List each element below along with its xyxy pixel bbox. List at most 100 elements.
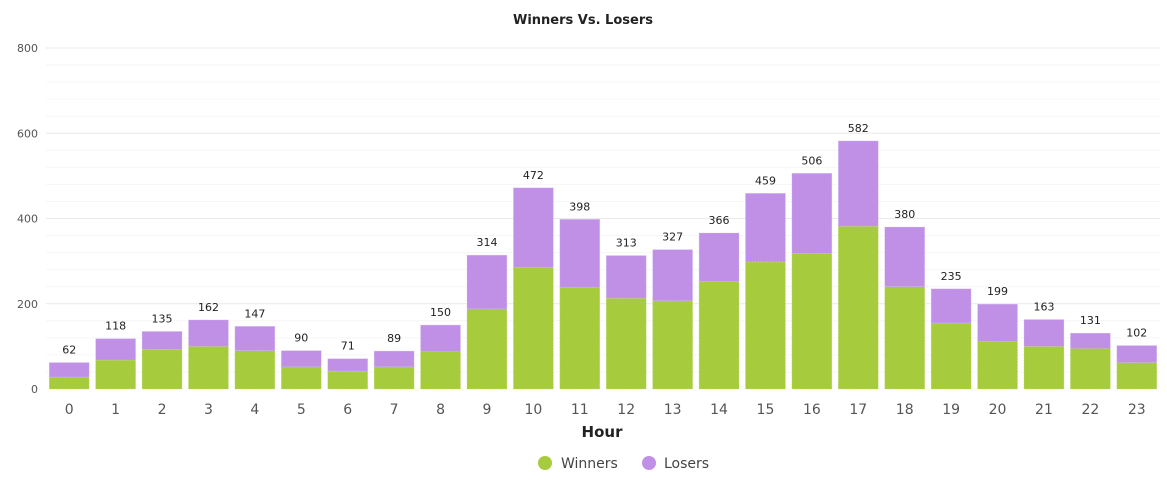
data-label-total-10: 472: [523, 169, 544, 182]
x-tick-label: 13: [664, 402, 682, 418]
x-tick-label: 23: [1128, 402, 1146, 418]
bar-losers-18: [884, 226, 925, 287]
x-tick-label: 19: [942, 402, 960, 418]
bar-losers-1: [95, 338, 136, 361]
data-label-total-20: 199: [987, 285, 1008, 298]
bar-winners-8: [420, 351, 461, 390]
bar-winners-22: [1070, 348, 1111, 390]
x-tick-label: 0: [65, 402, 74, 418]
data-label-total-0: 62: [62, 344, 76, 357]
data-label-total-19: 235: [941, 270, 962, 283]
y-tick-label: 400: [17, 213, 38, 226]
bar-losers-6: [327, 358, 368, 372]
bar-winners-5: [281, 366, 322, 390]
x-tick-label: 14: [710, 402, 728, 418]
y-tick-label: 800: [17, 42, 38, 55]
x-tick-label: 21: [1035, 402, 1053, 418]
data-label-total-18: 380: [894, 208, 915, 221]
data-label-total-15: 459: [755, 174, 776, 187]
bars-group: [48, 140, 1158, 390]
bar-losers-7: [373, 350, 415, 368]
x-tick-label: 6: [343, 402, 352, 418]
x-tick-label: 3: [204, 402, 213, 418]
bar-winners-3: [188, 346, 229, 390]
legend-swatch-losers: [642, 456, 656, 470]
bar-losers-22: [1070, 332, 1111, 349]
x-axis: 0 1 2 3 4 5 6 7 8 9 10 11 12 13 14 15 16 17 18 19 20 21 22 23: [65, 402, 1146, 418]
x-tick-label: 17: [849, 402, 867, 418]
x-tick-label: 1: [111, 402, 120, 418]
data-label-total-6: 71: [341, 340, 355, 353]
y-tick-label: 0: [31, 383, 38, 396]
x-tick-label: 2: [158, 402, 167, 418]
bar-losers-3: [188, 319, 229, 347]
bar-losers-19: [930, 288, 972, 324]
y-tick-label: 600: [17, 127, 38, 140]
x-tick-label: 12: [617, 402, 635, 418]
bar-winners-13: [652, 300, 693, 390]
data-label-total-22: 131: [1080, 314, 1101, 327]
bar-winners-20: [977, 340, 1018, 390]
bar-winners-11: [559, 287, 601, 390]
x-tick-label: 9: [482, 402, 491, 418]
bar-winners-1: [95, 359, 136, 390]
bar-losers-4: [234, 326, 276, 351]
data-label-total-13: 327: [662, 231, 683, 244]
data-label-total-9: 314: [476, 236, 497, 249]
bar-winners-23: [1116, 362, 1158, 390]
bar-winners-6: [327, 370, 368, 390]
x-tick-label: 20: [989, 402, 1007, 418]
bar-winners-18: [884, 286, 925, 390]
legend-item-losers[interactable]: Losers: [642, 456, 709, 472]
bar-winners-9: [466, 308, 508, 390]
data-label-total-8: 150: [430, 306, 451, 319]
data-label-total-16: 506: [801, 154, 822, 167]
bar-winners-2: [141, 349, 183, 390]
data-label-total-1: 118: [105, 320, 126, 333]
y-axis: 0 200 400 600 800: [17, 42, 38, 396]
data-label-total-14: 366: [709, 214, 730, 227]
legend: Winners Losers: [538, 456, 709, 472]
bar-losers-9: [466, 254, 508, 310]
data-label-total-23: 102: [1126, 327, 1147, 340]
bar-winners-19: [930, 322, 972, 390]
bar-losers-16: [791, 173, 833, 254]
bar-losers-2: [141, 331, 183, 350]
x-tick-label: 7: [390, 402, 399, 418]
bar-winners-7: [373, 366, 415, 390]
bar-losers-5: [281, 350, 322, 368]
bar-winners-15: [745, 261, 786, 390]
chart-title: Winners Vs. Losers: [513, 13, 653, 28]
bar-winners-16: [791, 253, 833, 390]
bar-winners-21: [1023, 346, 1065, 390]
bar-losers-14: [698, 232, 740, 282]
bar-losers-10: [513, 187, 554, 268]
bar-losers-21: [1023, 319, 1065, 347]
data-label-total-17: 582: [848, 122, 869, 135]
x-tick-label: 18: [896, 402, 914, 418]
x-tick-label: 10: [524, 402, 542, 418]
x-axis-title: Hour: [582, 423, 624, 441]
bar-losers-15: [745, 193, 786, 263]
data-label-total-11: 398: [569, 200, 590, 213]
legend-item-winners[interactable]: Winners: [538, 456, 618, 472]
data-label-total-21: 163: [1033, 301, 1054, 314]
data-label-total-3: 162: [198, 301, 219, 314]
grid-lines: [46, 47, 1160, 373]
legend-label-losers: Losers: [664, 456, 709, 472]
bar-losers-8: [420, 324, 461, 352]
x-tick-label: 11: [571, 402, 589, 418]
bar-losers-13: [652, 249, 693, 302]
bar-losers-23: [1116, 345, 1158, 363]
bar-winners-14: [698, 281, 740, 390]
y-tick-label: 200: [17, 298, 38, 311]
bar-losers-17: [838, 140, 879, 227]
data-label-total-5: 90: [294, 332, 308, 345]
x-tick-label: 8: [436, 402, 445, 418]
bar-losers-11: [559, 219, 601, 288]
bar-winners-4: [234, 350, 276, 390]
x-tick-label: 5: [297, 402, 306, 418]
data-label-total-4: 147: [244, 307, 265, 320]
legend-label-winners: Winners: [561, 456, 618, 472]
